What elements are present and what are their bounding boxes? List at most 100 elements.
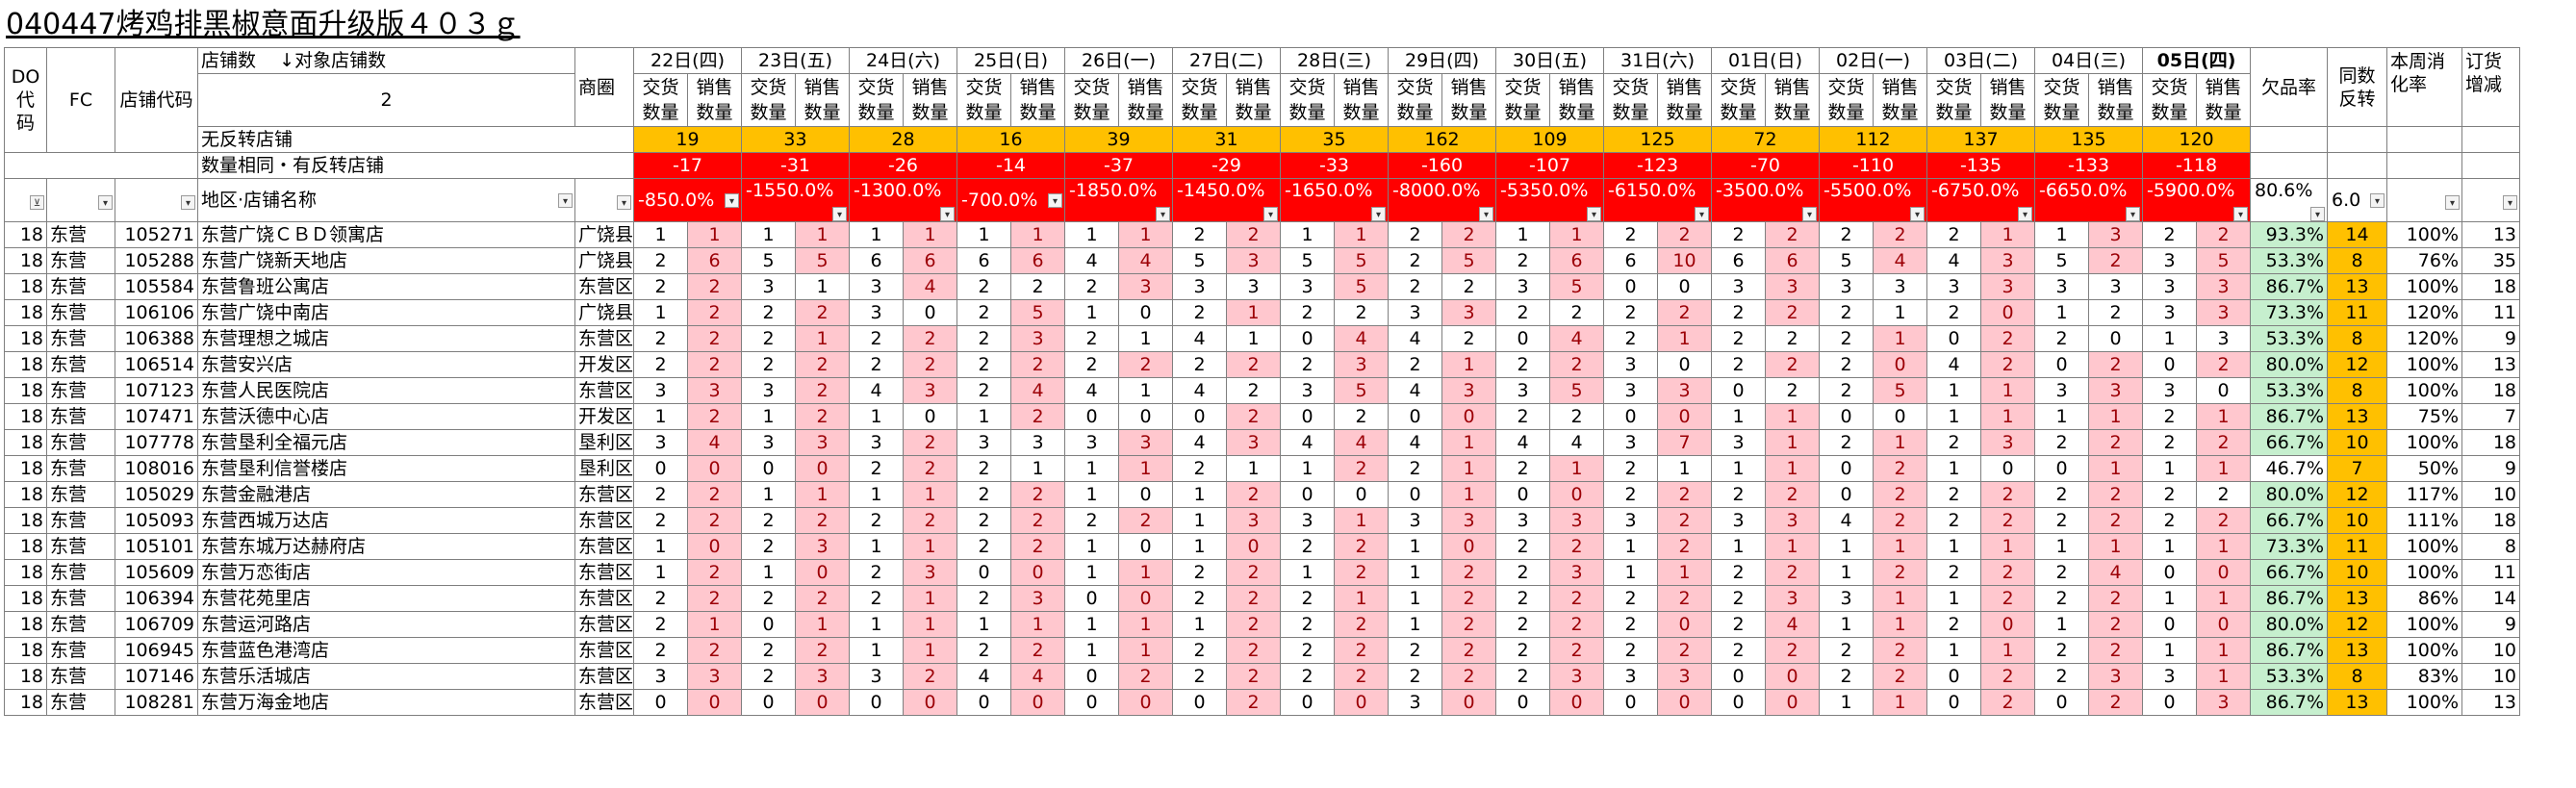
delivery-qty: 2 [1926,221,1982,248]
filter-dropdown-icon[interactable]: ▾ [1048,193,1063,208]
delivery-qty: 0 [1711,663,1767,690]
filter-dropdown-icon[interactable]: ▾ [98,195,113,210]
sales-qty: 1 [1657,455,1713,482]
filter-dropdown-icon[interactable]: ▾ [1156,207,1171,221]
delivery-qty: 1 [1926,455,1982,482]
sales-qty: 4 [1765,611,1821,638]
filter-dropdown-icon[interactable]: ▾ [558,193,573,208]
same-reversal: 13 [2327,273,2388,300]
delivery-qty: 2 [741,533,797,560]
filter-active-icon[interactable]: ⊻ [30,195,44,210]
delivery-qty: 3 [1495,377,1551,404]
delivery-qty: 3 [1603,507,1659,534]
filter-dropdown-icon[interactable]: ▾ [832,207,848,221]
sales-qty: 5 [1334,273,1390,300]
filter-dropdown-icon[interactable]: ▾ [617,195,632,210]
sales-qty: 3 [1226,507,1282,534]
sales-qty: 2 [1226,481,1282,508]
code-col-blank [115,152,198,179]
delivery-qty: 2 [741,663,797,690]
sales-qty: 3 [1010,585,1066,612]
delivery-qty: 2 [1280,299,1336,326]
filter-dropdown-icon[interactable]: ▾ [1479,207,1494,221]
sales-qty-header: 销售 数量 [1441,73,1497,127]
delivery-qty: 2 [1172,221,1228,248]
date-header: 03日(二) [1926,47,2036,74]
sales-qty: 4 [1334,325,1390,352]
sales-qty: 1 [795,481,851,508]
sales-qty: 3 [2196,325,2252,352]
delivery-qty: 1 [1603,533,1659,560]
filter-dropdown-icon[interactable]: ▾ [2445,195,2461,210]
table-row: 18 东营 105101 东营东城万达赫府店 东营区 1 0 2 3 1 1 2 2 1 0 1 0 2 2 1 0 2 2… [4,533,2521,560]
sales-qty: 2 [1334,455,1390,482]
filter-dropdown-icon[interactable]: ▾ [940,207,956,221]
no-reversal-label: 无反转店铺 [197,126,575,153]
delivery-qty: 3 [633,429,689,456]
filter-dropdown-icon[interactable]: ▾ [725,193,740,208]
sales-qty: 2 [1441,637,1497,664]
delivery-qty: 2 [741,637,797,664]
delivery-qty: 2 [1388,221,1443,248]
sales-qty: 5 [1010,299,1066,326]
date-header: 24日(六) [849,47,958,74]
delivery-qty: 2 [1172,637,1228,664]
defect-rate: 86.7% [2250,637,2329,664]
delivery-qty: 0 [1495,689,1551,716]
sales-qty: 1 [1334,507,1390,534]
filter-dropdown-icon[interactable]: ▾ [181,195,195,210]
delivery-qty: 4 [1388,429,1443,456]
filter-dropdown-icon[interactable]: ▾ [1802,207,1818,221]
store-count-label: 店铺数 ↓对象店铺数 [197,47,575,74]
table-row: 18 东营 108016 东营垦利信誉楼店 垦利区 0 0 0 0 2 2 2 1 1 1 2 1 1 2 2 1 2 1 2… [4,455,2521,482]
delivery-qty: 1 [849,637,905,664]
sales-qty: 2 [795,351,851,378]
store-code: 106394 [115,585,198,612]
defect-rate: 46.7% [2250,455,2329,482]
sales-qty: 2 [1980,585,2036,612]
filter-dropdown-icon[interactable]: ▾ [1587,207,1602,221]
do-code: 18 [4,403,47,430]
filter-dropdown-icon[interactable]: ▾ [1695,207,1710,221]
weekly-rate: 100% [2386,351,2463,378]
sales-qty: 1 [1980,533,2036,560]
order-change: 11 [2461,299,2521,326]
delivery-qty: 3 [1172,273,1228,300]
order-change: 13 [2461,351,2521,378]
filter-dropdown-icon[interactable]: ▾ [2370,193,2385,208]
sales-qty: 0 [2088,325,2144,352]
area-filter-cell: ▾ [574,178,635,222]
delivery-qty: 4 [1064,377,1120,404]
weekly-rate: 111% [2386,507,2463,534]
sales-qty: 2 [2088,507,2144,534]
region-total-cell: -6650.0% ▾ [2034,178,2144,222]
filter-dropdown-icon[interactable]: ▾ [1910,207,1926,221]
sales-qty: 2 [1657,221,1713,248]
sales-qty: 0 [1873,351,1928,378]
sales-qty: 1 [1334,585,1390,612]
same-qty-value: -14 [956,152,1066,179]
sales-qty: 2 [1441,663,1497,690]
store-code: 106709 [115,611,198,638]
same-qty-value: -17 [633,152,743,179]
sales-qty: 0 [1765,663,1821,690]
filter-dropdown-icon[interactable]: ▾ [2233,207,2249,221]
sales-qty: 2 [687,351,743,378]
sales-qty: 2 [1010,273,1066,300]
delivery-qty: 2 [1819,351,1875,378]
store-code: 106388 [115,325,198,352]
filter-dropdown-icon[interactable]: ▾ [1371,207,1387,221]
filter-dropdown-icon[interactable]: ▾ [2018,207,2033,221]
sales-qty: 3 [1765,585,1821,612]
delivery-qty: 2 [1711,611,1767,638]
filter-dropdown-icon[interactable]: ▾ [1263,207,1279,221]
fc-name: 东营 [46,377,115,404]
sales-qty: 1 [1010,611,1066,638]
delivery-qty: 2 [1603,481,1659,508]
filter-dropdown-icon[interactable]: ▾ [2503,195,2518,210]
sales-qty: 1 [1980,403,2036,430]
filter-dropdown-icon[interactable]: ▾ [2126,207,2141,221]
filter-dropdown-icon[interactable]: ▾ [2310,207,2326,221]
delivery-qty: 2 [956,299,1012,326]
defect-rate: 86.7% [2250,585,2329,612]
